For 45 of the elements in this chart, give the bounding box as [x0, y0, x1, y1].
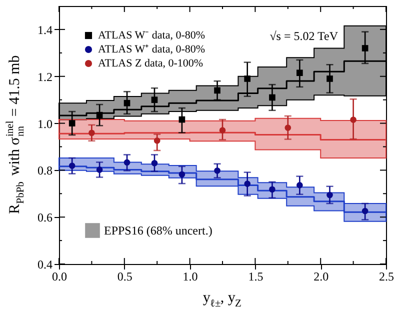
- legend-label: ATLAS W⁻ data, 0-80%: [98, 30, 206, 42]
- point: [284, 124, 292, 131]
- x-tick-label: 1.0: [182, 270, 198, 284]
- point: [124, 100, 130, 106]
- point: [362, 45, 368, 52]
- point: [269, 186, 276, 193]
- y-axis-title: RPbPb with σnninel = 41.5 mb: [5, 55, 26, 214]
- point: [244, 76, 251, 82]
- point: [178, 171, 186, 178]
- point: [151, 96, 158, 103]
- y-tick-label: 0.4: [38, 258, 52, 272]
- point: [326, 192, 333, 198]
- x-tick-label: 1.5: [248, 270, 264, 284]
- point: [214, 167, 220, 174]
- legend-label: ATLAS Z data, 0-100%: [98, 58, 204, 70]
- point: [178, 116, 186, 123]
- point: [214, 87, 220, 94]
- point: [219, 127, 226, 134]
- point: [151, 160, 158, 166]
- x-tick-label: 0.0: [52, 270, 67, 284]
- point: [296, 70, 303, 76]
- point: [350, 116, 356, 123]
- x-tick-label: 2.0: [314, 270, 329, 284]
- point: [88, 130, 95, 136]
- point: [296, 182, 303, 188]
- annotation: √s = 5.02 TeV: [270, 29, 338, 43]
- point: [96, 112, 103, 118]
- y-tick-label: 1.4: [38, 22, 52, 37]
- y-tick-label: 1.0: [38, 116, 52, 131]
- point: [124, 159, 130, 166]
- legend-label: EPPS16 (68% uncert.): [104, 224, 212, 238]
- y-tick-label: 0.6: [38, 210, 52, 225]
- point: [68, 162, 76, 169]
- point: [96, 166, 103, 173]
- point: [269, 94, 276, 101]
- y-tick-label: 1.2: [38, 70, 52, 84]
- point: [154, 137, 160, 144]
- y-tick-label: 0.8: [38, 164, 52, 178]
- point: [68, 120, 76, 126]
- point: [362, 208, 368, 214]
- x-tick-label: 2.5: [379, 270, 394, 284]
- point: [326, 76, 333, 82]
- point: [244, 180, 251, 187]
- x-tick-label: 0.5: [117, 270, 132, 284]
- legend-label: ATLAS W⁺ data, 0-80%: [98, 44, 206, 56]
